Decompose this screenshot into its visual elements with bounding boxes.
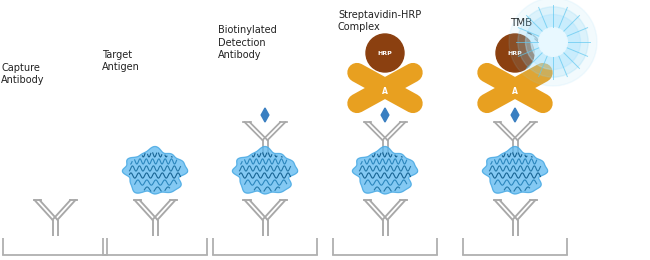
Text: HRP: HRP xyxy=(508,50,523,55)
Polygon shape xyxy=(381,108,389,122)
Text: A: A xyxy=(382,87,388,95)
Circle shape xyxy=(509,0,597,86)
Polygon shape xyxy=(511,108,519,122)
Polygon shape xyxy=(122,147,188,194)
Polygon shape xyxy=(233,147,298,194)
Text: Target
Antigen: Target Antigen xyxy=(102,50,140,72)
Circle shape xyxy=(539,28,567,56)
Text: Biotinylated
Detection
Antibody: Biotinylated Detection Antibody xyxy=(218,25,277,60)
Circle shape xyxy=(531,20,575,64)
Text: A: A xyxy=(512,87,518,95)
Polygon shape xyxy=(482,147,548,194)
Text: TMB: TMB xyxy=(510,18,532,28)
Circle shape xyxy=(525,15,580,69)
Polygon shape xyxy=(352,147,418,194)
Circle shape xyxy=(518,7,588,77)
Text: HRP: HRP xyxy=(378,50,393,55)
Text: Capture
Antibody: Capture Antibody xyxy=(1,63,44,85)
Circle shape xyxy=(366,34,404,72)
Text: Streptavidin-HRP
Complex: Streptavidin-HRP Complex xyxy=(338,10,421,32)
Circle shape xyxy=(496,34,534,72)
Polygon shape xyxy=(261,108,269,122)
